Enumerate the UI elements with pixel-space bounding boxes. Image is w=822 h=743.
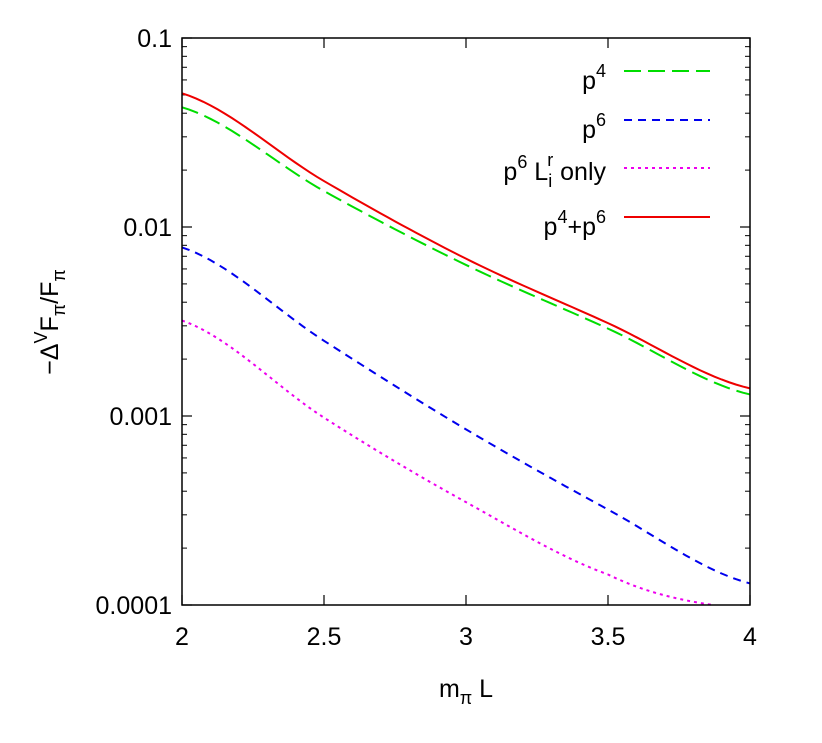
series-line-p6 (181, 246, 751, 585)
plot-frame (181, 37, 751, 606)
legend-label-p6-lir-only: p6 Lir only (503, 150, 606, 191)
series-line-p4 (181, 106, 751, 396)
axis-ticks: 2 2.5 3 3.5 4 0.1 0.01 0.001 0.0001 (96, 25, 758, 651)
legend: p4 p6 p6 Lir only p4+p6 (503, 61, 710, 241)
x-tick-label: 3.5 (591, 623, 626, 651)
x-tick-label: 2.5 (307, 623, 342, 651)
series-lines (181, 92, 751, 606)
series-line-p6L (181, 319, 714, 606)
legend-label-p4: p4 (582, 61, 606, 95)
y-tick-label: 0.0001 (96, 592, 172, 620)
legend-label-p6: p6 (582, 110, 606, 144)
x-tick-label: 2 (175, 623, 189, 651)
x-axis-label: mπ L (439, 675, 493, 708)
y-tick-label: 0.001 (109, 403, 172, 431)
series-line-p4p6 (181, 92, 751, 390)
legend-label-p4p6: p4+p6 (544, 207, 606, 241)
y-tick-label: 0.01 (123, 214, 172, 242)
x-tick-label: 4 (743, 623, 757, 651)
y-tick-label: 0.1 (137, 25, 172, 53)
y-axis-label: −ΔVFπ/Fπ (31, 269, 69, 375)
x-tick-label: 3 (459, 623, 473, 651)
